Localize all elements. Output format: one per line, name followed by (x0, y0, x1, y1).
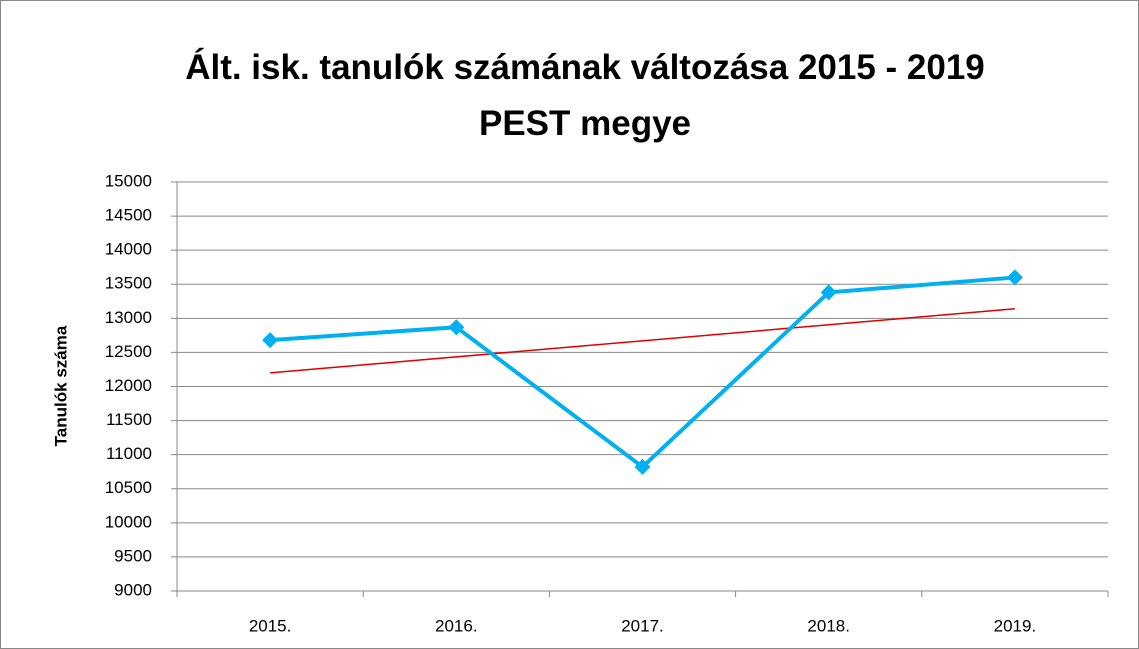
y-tick-label: 11500 (106, 410, 152, 429)
y-tick-label: 9000 (114, 580, 152, 599)
marker (1006, 269, 1023, 286)
y-tick-label: 14000 (105, 240, 152, 259)
y-tick-label: 14500 (105, 206, 152, 225)
trend-line (270, 308, 1015, 374)
y-tick-label: 9500 (114, 546, 152, 565)
y-tick-label: 10500 (105, 478, 152, 497)
y-tick-label: 15000 (105, 171, 152, 190)
data-line (269, 275, 1016, 469)
y-axis-label: Tanulók száma (51, 325, 70, 446)
y-tick-label: 10000 (105, 512, 152, 531)
marker (634, 458, 651, 475)
x-tick-label: 2019. (994, 616, 1037, 635)
y-tick-label: 12500 (105, 342, 152, 361)
y-tick-label: 11000 (106, 444, 152, 463)
marker (820, 284, 837, 301)
y-tick-label: 13000 (105, 308, 152, 327)
y-tick-label: 13500 (105, 274, 152, 293)
marker (262, 332, 279, 349)
x-tick-label: 2018. (807, 616, 850, 635)
chart-title: Ált. isk. tanulók számának változása 201… (185, 48, 985, 143)
y-tick-label: 12000 (105, 376, 152, 395)
x-tick-label: 2016. (435, 616, 478, 635)
x-tick-label: 2015. (249, 616, 292, 635)
marker (448, 319, 465, 336)
x-tick-label: 2017. (621, 616, 664, 635)
